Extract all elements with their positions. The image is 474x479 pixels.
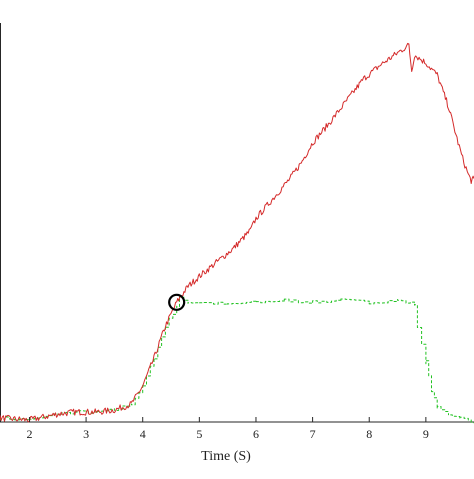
red-series-line (0, 42, 474, 423)
x-axis-label: Time (S) (201, 449, 251, 464)
x-tick-label: 4 (140, 427, 146, 441)
x-tick-label: 6 (253, 427, 259, 441)
x-tick-label: 7 (310, 427, 316, 441)
x-tick-label: 8 (366, 427, 372, 441)
x-tick-label: 2 (26, 427, 32, 441)
x-tick-label: 9 (423, 427, 429, 441)
divergence-marker-circle (168, 293, 186, 311)
green-series-line (0, 296, 474, 424)
x-tick-label: 3 (83, 427, 89, 441)
x-tick-label: 5 (196, 427, 202, 441)
